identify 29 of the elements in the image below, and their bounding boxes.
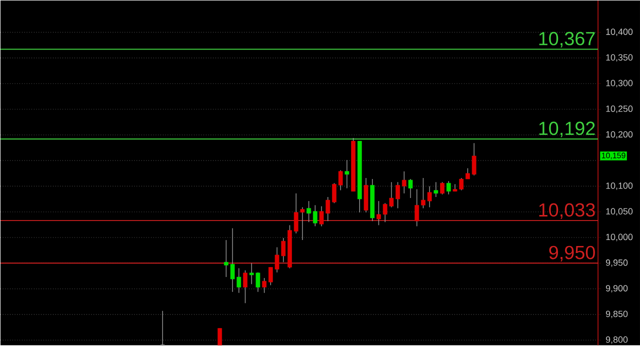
candlestick xyxy=(344,160,350,189)
candlestick xyxy=(306,200,311,222)
candlestick xyxy=(243,270,248,304)
candlestick xyxy=(160,310,166,346)
y-tick-label: 10,350 xyxy=(606,54,633,62)
y-tick-label: 9,850 xyxy=(606,310,628,318)
candlestick xyxy=(262,278,266,294)
y-tick-label: 9,800 xyxy=(606,336,628,344)
y-tick-label: 9,950 xyxy=(606,259,628,267)
candlestick xyxy=(312,204,318,227)
ref-line-label: 10,192 xyxy=(539,122,595,138)
ref-line-label: 9,950 xyxy=(549,246,595,262)
candlestick xyxy=(434,182,438,198)
candlestick xyxy=(414,188,420,227)
y-tick-label: 10,250 xyxy=(606,105,633,113)
y-tick-label: 10,300 xyxy=(606,80,633,88)
candlestick xyxy=(446,180,451,195)
candlestick xyxy=(408,178,413,198)
candlestick xyxy=(402,170,406,194)
y-tick-label: 10,100 xyxy=(606,182,633,190)
ref-line-label: 10,033 xyxy=(539,203,595,219)
y-tick-label: 9,900 xyxy=(606,285,628,292)
ref-line-label: 10,367 xyxy=(539,32,595,48)
candlestick xyxy=(440,182,444,195)
y-tick-label: 10,200 xyxy=(606,131,633,139)
y-tick-label: 10,400 xyxy=(606,28,633,36)
candlestick xyxy=(218,328,222,346)
y-tick-label: 10,000 xyxy=(606,234,633,242)
y-tick-label: 10,050 xyxy=(606,208,633,216)
